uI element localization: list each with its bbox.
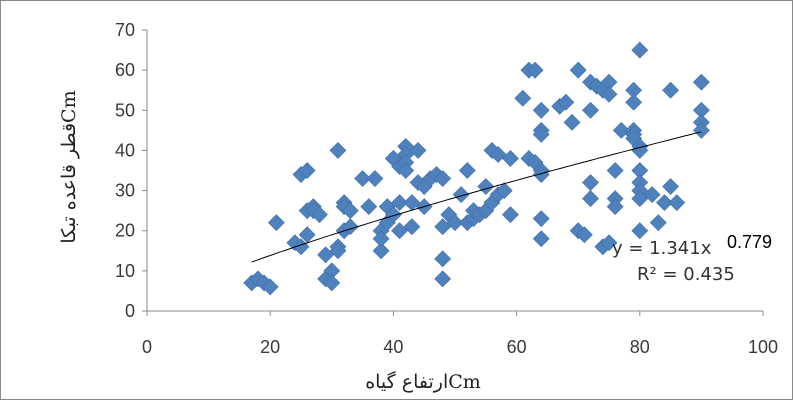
- data-point: [267, 214, 285, 232]
- data-point: [434, 170, 452, 187]
- data-point: [502, 206, 519, 224]
- trendline-group: [251, 131, 702, 263]
- data-point: [600, 85, 618, 103]
- data-point: [372, 230, 390, 248]
- data-point: [600, 234, 618, 252]
- data-point: [403, 218, 421, 236]
- data-point: [625, 81, 643, 99]
- data-point: [434, 250, 452, 268]
- data-point: [606, 198, 624, 216]
- data-point: [668, 194, 686, 212]
- x-tick-label: 100: [748, 337, 778, 357]
- trendline-exponent: 0.779: [727, 232, 772, 252]
- data-point: [366, 170, 384, 187]
- data-point: [298, 162, 316, 179]
- data-point: [391, 194, 408, 212]
- data-point: [692, 121, 710, 139]
- data-point: [329, 242, 347, 260]
- x-tick-label: 0: [142, 337, 152, 357]
- data-point: [323, 274, 341, 292]
- tick-labels-group: 0 10 20 30 40 50 60 70 0 20 40 60 80 100: [115, 20, 778, 357]
- trendline: [251, 131, 702, 263]
- data-point: [495, 182, 513, 199]
- data-point: [625, 93, 643, 111]
- y-tick-label: 0: [125, 301, 135, 321]
- data-point: [434, 270, 452, 288]
- data-point: [397, 162, 415, 179]
- data-point: [384, 206, 402, 224]
- y-tick-label: 60: [115, 60, 135, 80]
- data-point: [446, 214, 464, 232]
- x-tick-label: 40: [383, 337, 403, 357]
- trendline-r-squared: R² = 0.435: [637, 264, 735, 285]
- data-point: [557, 93, 575, 111]
- y-tick-label: 20: [115, 221, 135, 241]
- data-point: [311, 206, 328, 224]
- data-point: [582, 174, 599, 191]
- data-point: [569, 61, 587, 79]
- data-point: [656, 194, 673, 212]
- data-point: [643, 186, 661, 204]
- y-tick-label: 30: [115, 181, 135, 201]
- data-point: [292, 238, 310, 256]
- data-point: [606, 162, 624, 179]
- data-point: [532, 125, 550, 143]
- x-tick-label: 20: [260, 337, 280, 357]
- trendline-equation: y = 1.341x: [612, 238, 712, 259]
- data-point: [582, 101, 599, 119]
- data-point: [662, 81, 680, 99]
- data-point: [532, 230, 550, 248]
- x-axis-label: ارتفاع گیاهCm: [365, 370, 481, 393]
- y-tick-label: 40: [115, 140, 135, 160]
- y-tick-label: 70: [115, 20, 135, 40]
- data-point: [329, 142, 347, 159]
- data-point: [575, 226, 593, 244]
- data-point: [662, 178, 680, 195]
- x-tick-label: 80: [630, 337, 650, 357]
- data-point: [360, 198, 378, 216]
- y-tick-label: 50: [115, 100, 135, 120]
- data-point: [452, 186, 470, 204]
- data-point: [354, 170, 372, 187]
- data-point: [458, 162, 476, 179]
- y-tick-label: 10: [115, 261, 135, 281]
- data-point: [631, 222, 649, 240]
- data-point: [477, 178, 495, 195]
- y-axis-label: قطر قاعده تبکاCm: [58, 90, 80, 243]
- data-point: [532, 101, 550, 119]
- data-point: [514, 89, 532, 107]
- data-point: [409, 142, 427, 159]
- data-point: [372, 242, 390, 260]
- data-point: [526, 61, 544, 79]
- x-tick-label: 60: [507, 337, 527, 357]
- axes-group: [142, 29, 764, 316]
- data-point: [502, 150, 519, 167]
- data-point: [692, 73, 710, 91]
- data-point: [631, 41, 649, 59]
- data-point: [563, 113, 581, 131]
- data-point: [261, 278, 279, 296]
- data-point: [649, 214, 667, 232]
- data-point: [532, 210, 550, 228]
- data-point: [582, 190, 599, 208]
